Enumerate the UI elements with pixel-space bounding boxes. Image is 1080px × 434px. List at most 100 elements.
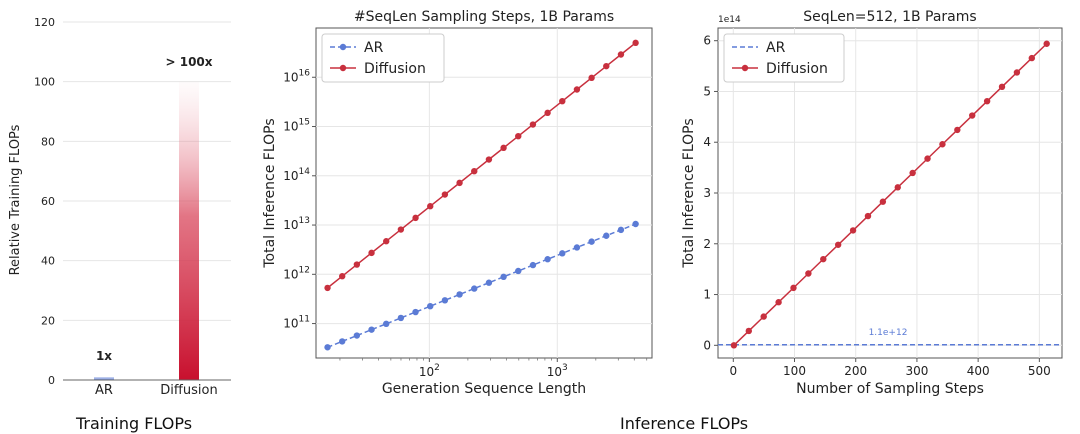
seqlen-legend-diffusion-marker	[339, 64, 347, 72]
steps-point-diffusion	[1028, 54, 1036, 62]
seqlen-point-ar	[588, 238, 595, 245]
steps-point-diffusion	[790, 284, 797, 292]
seqlen-point-diffusion	[529, 121, 537, 128]
steps-legend-diffusion-label: Diffusion	[766, 61, 828, 77]
training-value-label-diffusion: > 100x	[165, 55, 212, 69]
steps-y-multiplier: 1e14	[718, 15, 741, 25]
seqlen-point-diffusion	[397, 226, 405, 233]
seqlen-point-diffusion	[500, 144, 507, 152]
inference-seqlen-chart: 102 103 1011 1012 1013 1014 1015 1016 #SeqLen S…	[262, 9, 653, 397]
seqlen-point-diffusion	[427, 203, 434, 210]
steps-x-tick: 0	[729, 364, 737, 378]
seqlen-legend: AR Diffusion	[321, 33, 445, 83]
seqlen-point-diffusion	[339, 273, 346, 280]
seqlen-point-diffusion	[412, 214, 419, 222]
training-bar-diffusion	[179, 81, 199, 381]
steps-point-diffusion	[730, 342, 738, 349]
seqlen-point-diffusion	[559, 97, 566, 105]
steps-point-diffusion	[805, 270, 812, 277]
steps-y-axis-label: Total Inference FLOPs	[681, 118, 697, 268]
seqlen-point-diffusion	[603, 62, 610, 70]
seqlen-point-ar	[573, 244, 581, 251]
seqlen-y-tick: 1011	[283, 315, 310, 331]
seqlen-point-diffusion	[617, 51, 625, 58]
seqlen-point-ar	[485, 279, 493, 286]
training-y-tick: 100	[34, 76, 55, 89]
seqlen-y-tick: 1016	[283, 68, 310, 84]
seqlen-plot-frame	[315, 27, 653, 359]
steps-point-diffusion	[894, 184, 901, 191]
steps-x-axis-label: Number of Sampling Steps	[796, 381, 984, 397]
steps-point-diffusion	[909, 169, 916, 177]
steps-point-diffusion	[924, 155, 931, 162]
seqlen-point-diffusion	[485, 156, 493, 163]
steps-point-diffusion	[1043, 40, 1050, 47]
steps-y-tick: 5	[703, 84, 711, 98]
training-y-tick: 0	[48, 374, 55, 387]
seqlen-point-ar	[515, 267, 522, 275]
seqlen-point-ar	[412, 308, 419, 316]
steps-point-diffusion	[954, 126, 961, 134]
seqlen-point-diffusion	[368, 249, 375, 257]
seqlen-series-line-diffusion	[327, 42, 637, 289]
seqlen-chart-title: #SeqLen Sampling Steps, 1B Params	[354, 9, 614, 25]
training-y-tick: 60	[41, 195, 55, 208]
seqlen-series-line-ar	[327, 223, 636, 348]
steps-point-diffusion	[939, 141, 946, 148]
seqlen-point-ar	[500, 273, 507, 281]
seqlen-point-ar	[397, 314, 405, 322]
steps-x-tick: 500	[1028, 364, 1051, 378]
steps-y-tick: 3	[703, 186, 711, 200]
steps-y-tick: 0	[703, 338, 711, 352]
seqlen-point-ar	[456, 291, 463, 298]
steps-legend-ar-label: AR	[766, 40, 786, 56]
steps-ar-annotation: 1.1e+12	[869, 328, 908, 338]
seqlen-point-ar	[353, 332, 361, 339]
seqlen-legend-ar-label: AR	[364, 40, 384, 56]
seqlen-point-diffusion	[632, 39, 639, 47]
steps-point-diffusion	[834, 241, 842, 248]
seqlen-point-diffusion	[588, 74, 595, 82]
seqlen-point-ar	[368, 326, 375, 333]
steps-point-diffusion	[864, 212, 872, 220]
seqlen-point-ar	[471, 285, 478, 292]
steps-point-diffusion	[998, 83, 1006, 91]
seqlen-point-ar	[427, 302, 434, 310]
training-x-label-ar: AR	[95, 383, 113, 398]
training-y-tick: 120	[34, 16, 55, 29]
steps-point-diffusion	[879, 198, 887, 205]
seqlen-point-ar	[632, 220, 639, 228]
training-y-tick: 80	[41, 135, 55, 148]
training-x-label-diffusion: Diffusion	[160, 383, 217, 398]
seqlen-y-axis-label: Total Inference FLOPs	[262, 118, 278, 268]
seqlen-point-ar	[383, 320, 390, 328]
training-y-tick: 40	[41, 255, 55, 268]
training-y-axis-label: Relative Training FLOPs	[8, 124, 23, 275]
seqlen-point-ar	[544, 256, 551, 263]
steps-y-tick: 2	[703, 237, 711, 251]
steps-y-tick: 6	[703, 34, 711, 48]
seqlen-point-ar	[603, 232, 610, 239]
seqlen-legend-ar-marker	[339, 43, 347, 51]
steps-point-diffusion	[820, 255, 827, 263]
steps-point-diffusion	[969, 112, 976, 119]
steps-point-diffusion	[760, 313, 767, 320]
inference-steps-chart: 0 100 200 300 400 500 0 1 2 3 4 5 6 SeqLen=512, 1B P…	[681, 9, 1063, 397]
seqlen-y-tick: 1015	[283, 118, 310, 134]
steps-point-diffusion	[1013, 69, 1021, 76]
seqlen-point-diffusion	[573, 86, 581, 93]
training-flops-chart: 0 20 40 60 80 100 120 AR Diffusion 1x > 100x R…	[8, 16, 231, 398]
seqlen-point-diffusion	[515, 132, 522, 140]
seqlen-legend-diffusion-label: Diffusion	[364, 61, 426, 77]
steps-point-diffusion	[775, 299, 782, 306]
steps-x-tick: 200	[844, 364, 867, 378]
steps-point-diffusion	[983, 97, 991, 105]
training-y-tick: 20	[41, 314, 55, 327]
seqlen-y-tick: 1012	[283, 265, 310, 281]
seqlen-x-tick: 103	[547, 363, 568, 379]
seqlen-x-tick: 102	[419, 363, 440, 379]
seqlen-y-tick: 1013	[283, 216, 310, 232]
steps-x-tick: 400	[967, 364, 990, 378]
seqlen-point-ar	[441, 297, 449, 304]
seqlen-point-diffusion	[456, 179, 463, 187]
